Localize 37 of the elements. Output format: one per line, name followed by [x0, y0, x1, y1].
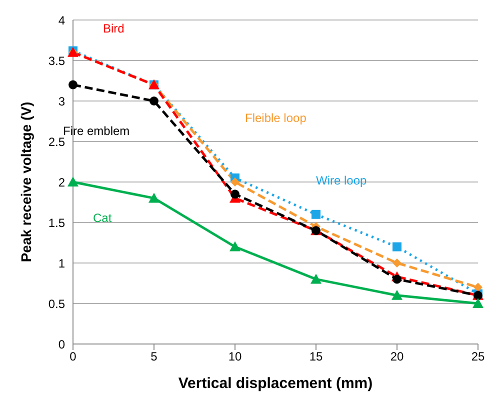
point — [230, 241, 240, 252]
point — [230, 178, 240, 186]
y-tick-label: 0.5 — [48, 296, 66, 311]
point — [312, 210, 320, 219]
point — [472, 298, 484, 308]
series-label: Cat — [93, 211, 112, 225]
text: Fire emblem — [63, 124, 130, 138]
point — [392, 242, 402, 252]
y-tick-label: 3 — [58, 94, 66, 108]
point — [392, 274, 402, 284]
x-tick-label: 0 — [70, 350, 77, 364]
point — [392, 290, 402, 300]
x-tick-label: 25 — [471, 350, 485, 364]
point — [150, 96, 158, 106]
text: Bird — [103, 21, 124, 36]
y-tick-label: 4 — [58, 13, 66, 28]
point — [230, 190, 240, 199]
x-axis-title: Vertical displacement (mm) — [178, 375, 373, 392]
x-tick-label: 5 — [150, 350, 158, 364]
text: Fleible loop — [245, 111, 307, 125]
point — [148, 192, 160, 203]
y-tick-label: 3.5 — [48, 54, 66, 68]
series-label: Wire loop — [316, 173, 368, 188]
point — [68, 176, 78, 186]
y-tick-label: 2.5 — [48, 134, 66, 149]
x-tick-label: 20 — [390, 350, 404, 364]
y-tick-label: 1.5 — [48, 216, 66, 230]
point — [474, 282, 482, 292]
point — [68, 80, 78, 90]
y-tick-label: 2 — [58, 175, 66, 190]
y-tick-label: 0 — [58, 337, 66, 352]
x-tick-label: 15 — [309, 350, 323, 364]
x-tick-label: 10 — [228, 350, 242, 364]
y-tick-label: 1 — [58, 256, 66, 270]
y-axis-title: Peak receive voltage (V) — [18, 102, 34, 262]
point — [392, 258, 402, 268]
point — [310, 274, 322, 284]
